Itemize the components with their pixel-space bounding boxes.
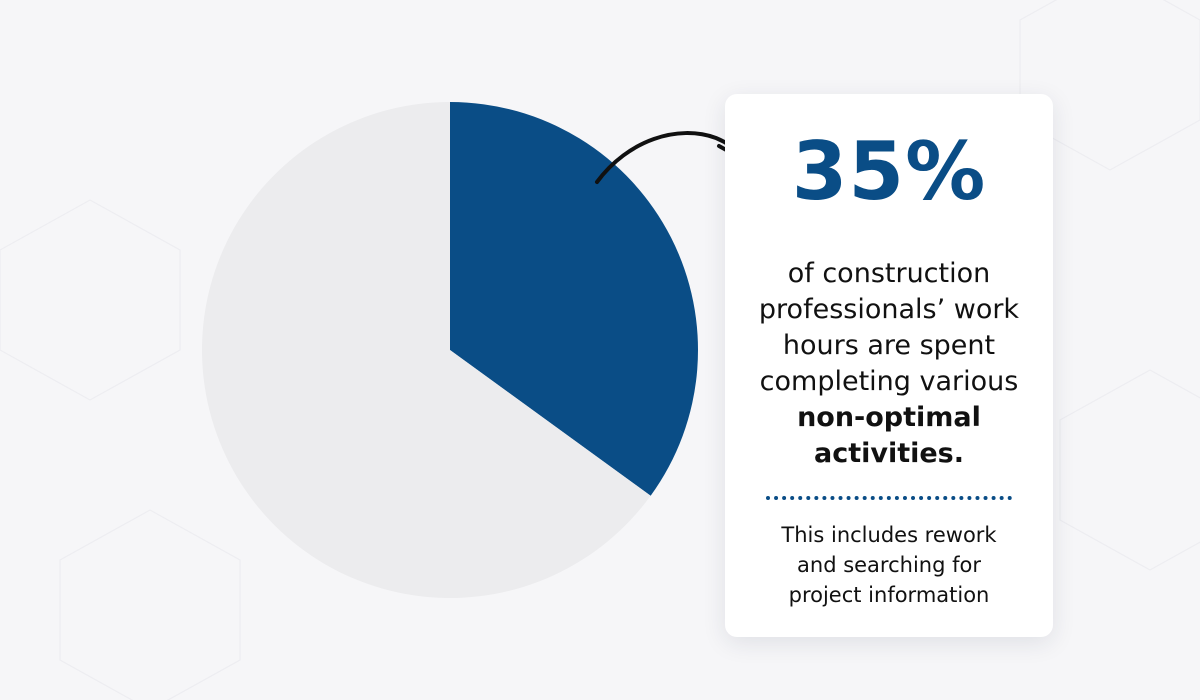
pie-slice-highlighted <box>450 102 698 496</box>
dotted-divider <box>766 496 1012 500</box>
stat-description-emphasis: non-optimal activities. <box>797 402 981 469</box>
pie-chart <box>201 102 698 598</box>
stat-description-text: of construction professionals’ work hour… <box>758 258 1020 397</box>
stat-description: of construction professionals’ work hour… <box>725 256 1053 472</box>
stat-percent: 35% <box>791 125 987 218</box>
pie-slice-remainder <box>201 102 651 598</box>
stat-card: 35% of construction professionals’ work … <box>725 94 1053 637</box>
stat-note: This includes rework and searching for p… <box>781 523 997 607</box>
